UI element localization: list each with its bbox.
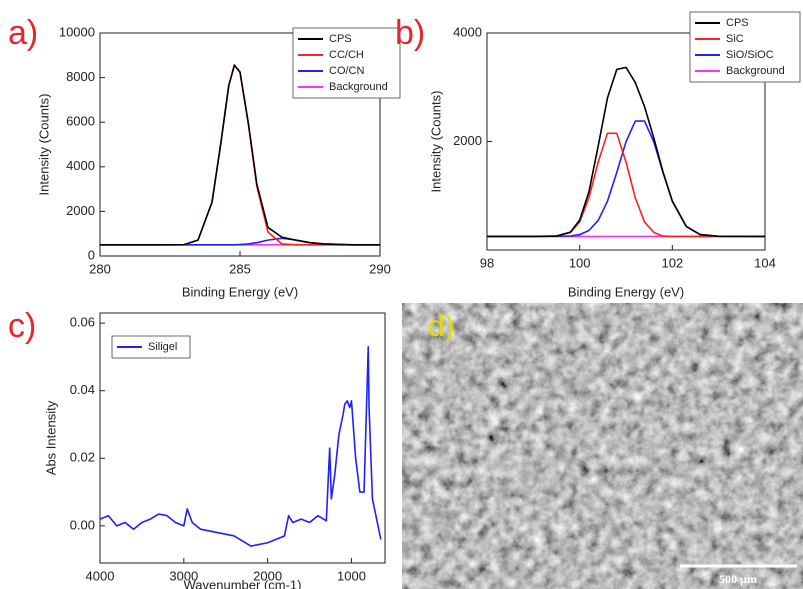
x-tick-label: 280 <box>89 261 111 276</box>
x-axis-label: Binding Energy (eV) <box>568 284 684 299</box>
legend-label: CPS <box>726 17 749 29</box>
series-line <box>487 66 766 238</box>
x-tick-label: 3000 <box>169 568 198 583</box>
series-line <box>487 132 765 238</box>
y-tick-label: 0.04 <box>70 382 95 397</box>
plot-frame <box>99 312 386 564</box>
y-tick-label: 0 <box>88 247 95 262</box>
legend-label: Background <box>726 65 785 77</box>
panel-label: c) <box>8 307 36 345</box>
chart: 4000 3000 2000 1000 0.00 0.02 0.04 0.06 Wavenumb… <box>8 307 386 589</box>
x-axis-label: Wavenumber (cm-1) <box>184 577 302 589</box>
x-tick-label: 100 <box>569 255 591 270</box>
x-tick-label: 102 <box>661 255 683 270</box>
y-tick-label: 0.02 <box>70 450 95 465</box>
x-tick-label: 98 <box>480 255 494 270</box>
y-tick-label: 8000 <box>66 69 95 84</box>
x-tick-label: 290 <box>369 261 391 276</box>
chart: 98 100 102 104 2000 4000 Binding Energy (eV) In… <box>395 11 801 299</box>
legend-label: Siligel <box>148 341 177 353</box>
legend-label: CO/CN <box>329 65 365 77</box>
x-tick-label: 2000 <box>253 568 282 583</box>
x-tick-label: 285 <box>229 261 251 276</box>
panel-label: a) <box>8 14 38 52</box>
series-line <box>100 64 380 246</box>
scale-bar-label: 500 µm <box>719 572 757 586</box>
panel-label: b) <box>395 14 425 52</box>
sem-texture <box>402 303 803 589</box>
y-axis-label: Intensity (Counts) <box>428 91 443 193</box>
y-tick-label: 2000 <box>453 133 482 148</box>
y-tick-label: 0.00 <box>70 517 95 532</box>
x-axis-label: Binding Energy (eV) <box>182 284 298 299</box>
y-tick-label: 0.06 <box>70 315 95 330</box>
y-tick-label: 2000 <box>66 203 95 218</box>
legend-label: CC/CH <box>329 49 364 61</box>
y-axis-label: Abs Intensity <box>43 400 58 475</box>
y-tick-label: 4000 <box>66 158 95 173</box>
panel-label: d) <box>428 310 455 343</box>
y-axis-label: Intensity (Counts) <box>36 94 51 196</box>
legend-label: CPS <box>329 33 352 45</box>
legend: Siligel <box>111 335 191 359</box>
y-tick-label: 6000 <box>66 114 95 129</box>
legend-label: SiO/SiOC <box>726 49 774 61</box>
x-tick-label: 4000 <box>86 568 115 583</box>
sem-image: d) 500 µm <box>402 303 803 589</box>
series-line <box>487 120 766 238</box>
x-tick-label: 1000 <box>337 568 366 583</box>
x-tick-label: 104 <box>754 255 776 270</box>
legend-label: Background <box>329 81 388 93</box>
legend: CPS SiC SiO/SiOC Background <box>689 11 801 83</box>
chart: 280 285 290 0 2000 4000 6000 8000 10000 Binding E… <box>8 14 401 299</box>
legend-box <box>111 335 191 359</box>
series-line <box>99 345 382 547</box>
y-tick-label: 10000 <box>59 24 95 39</box>
legend: CPS CC/CH CO/CN Background <box>292 27 401 99</box>
y-tick-label: 4000 <box>453 24 482 39</box>
legend-label: SiC <box>726 33 744 45</box>
